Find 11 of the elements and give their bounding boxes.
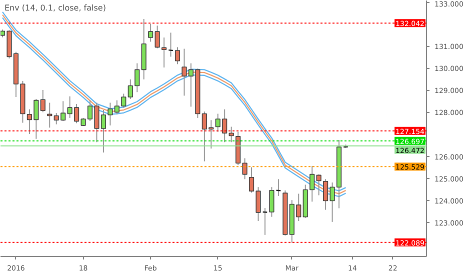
candlestick: [269, 186, 274, 218]
chart-title: Env (14, 0.1, close, false): [4, 4, 106, 12]
candlestick: [121, 93, 126, 108]
candlestick: [154, 25, 160, 49]
candlestick: [174, 46, 180, 65]
candlestick: [228, 126, 234, 143]
candlestick: [168, 32, 174, 58]
candlestick: [316, 174, 322, 196]
candlestick: [148, 23, 154, 42]
candlestick: [161, 37, 167, 68]
candlestick: [40, 89, 46, 113]
